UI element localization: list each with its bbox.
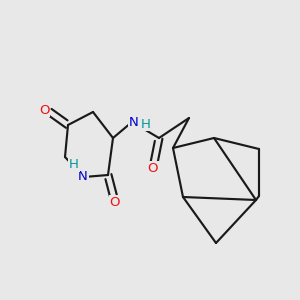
Text: N: N xyxy=(129,116,139,128)
Text: O: O xyxy=(110,196,120,208)
Text: N: N xyxy=(78,170,88,184)
Text: H: H xyxy=(69,158,79,172)
Text: O: O xyxy=(148,161,158,175)
Text: H: H xyxy=(141,118,151,130)
Text: O: O xyxy=(39,103,49,116)
